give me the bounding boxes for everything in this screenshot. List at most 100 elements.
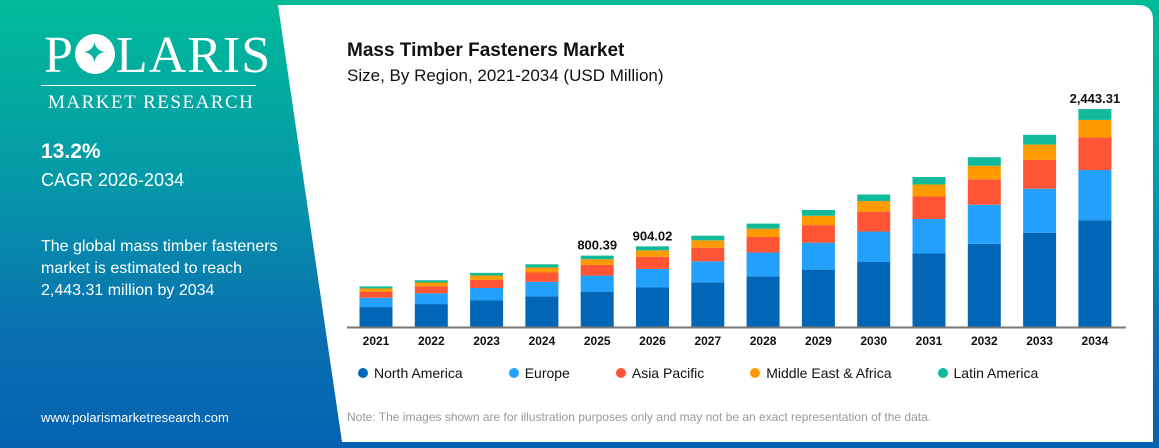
legend-label: Middle East & Africa [766,365,892,381]
bar-segment-north-america-2025 [580,292,614,327]
bar-segment-middle-east-africa-2028 [746,228,780,237]
cagr-value: 13.2% [41,140,101,163]
brand-subtitle: MARKET RESEARCH [48,92,255,113]
x-tick-label: 2031 [916,334,943,348]
bar-segment-europe-2033 [1023,188,1057,233]
bar-segment-middle-east-africa-2021 [359,288,393,292]
bar-segment-europe-2031 [912,218,946,254]
stacked-bar-chart: 2021 2022 2023 2024 2025 800.39 2026 904.02 2027… [347,91,1126,348]
x-tick-label: 2034 [1082,334,1109,348]
x-tick-label: 2023 [473,334,500,348]
bar-segment-middle-east-africa-2034 [1078,119,1112,138]
bar-segment-asia-pacific-2032 [967,179,1001,205]
bar-segment-north-america-2032 [967,243,1001,327]
bar-segment-asia-pacific-2027 [691,247,725,262]
bar-segment-middle-east-africa-2026 [636,250,669,257]
bar-segment-middle-east-africa-2024 [525,267,559,273]
bar-segment-middle-east-africa-2023 [470,275,504,280]
bar-segment-north-america-2022 [414,304,448,327]
market-description: The global mass timber fasteners market … [41,238,278,299]
bar-segment-north-america-2030 [857,262,891,327]
bar-segment-asia-pacific-2029 [801,225,835,243]
x-tick-label: 2021 [363,334,390,348]
brand-logo: P ✦ LARIS [44,27,272,84]
bar-segment-asia-pacific-2034 [1078,137,1112,171]
bar-segment-asia-pacific-2033 [1023,159,1057,189]
cagr-label: CAGR 2026-2034 [41,170,185,190]
bar-segment-europe-2027 [691,261,725,283]
x-tick-label: 2033 [1026,334,1053,348]
legend-dot-icon [615,368,626,378]
legend-dot-icon [750,368,761,378]
bar-segment-middle-east-africa-2031 [912,184,946,197]
bar-segment-latin-america-2033 [1023,134,1057,145]
bar-segment-europe-2023 [470,288,504,301]
bar-segment-middle-east-africa-2033 [1023,144,1057,160]
bar-segment-north-america-2029 [801,269,835,327]
legend-item: North America [358,365,463,381]
bar-segment-latin-america-2021 [359,286,393,289]
legend-item: Europe [508,365,570,381]
bar-segment-asia-pacific-2022 [414,286,448,294]
bar-segment-europe-2029 [801,242,835,270]
bar-segment-middle-east-africa-2027 [691,240,725,248]
bar-segment-latin-america-2026 [636,246,669,251]
bar-segment-north-america-2026 [636,287,669,327]
x-tick-label: 2024 [529,334,556,348]
x-tick-label: 2022 [418,334,445,348]
x-tick-label: 2030 [860,334,887,348]
x-tick-label: 2026 [639,334,666,348]
bar-segment-europe-2026 [636,268,669,288]
bar-segment-north-america-2024 [525,296,559,327]
x-tick-label: 2025 [584,334,611,348]
bar-segment-latin-america-2029 [801,209,835,216]
bar-segment-latin-america-2028 [746,223,780,229]
bar-segment-asia-pacific-2023 [470,279,504,289]
bar-segment-asia-pacific-2028 [746,236,780,253]
legend-label: North America [374,365,463,381]
bar-segment-north-america-2023 [470,300,504,327]
bar-segment-latin-america-2024 [525,264,559,268]
bar-segment-europe-2025 [580,275,614,293]
chart-title: Mass Timber Fasteners Market [347,40,625,61]
bar-segment-latin-america-2022 [414,280,448,283]
website-link[interactable]: www.polarismarketresearch.com [41,410,229,425]
legend-label: Europe [524,365,570,381]
data-label-2025: 800.39 [577,238,617,253]
bar-segment-middle-east-africa-2029 [801,215,835,226]
bar-segment-middle-east-africa-2030 [857,201,891,212]
legend-label: Latin America [953,365,1039,381]
bar-segment-latin-america-2034 [1078,109,1112,120]
bar-segment-asia-pacific-2026 [636,256,669,269]
bar-segment-europe-2032 [967,204,1001,244]
bar-segment-latin-america-2023 [470,272,504,276]
bar-segment-europe-2021 [359,297,393,308]
chart-legend: North America Europe Asia Pacific Middle Ea… [358,365,1038,381]
bar-segment-asia-pacific-2031 [912,196,946,219]
bar-segment-europe-2024 [525,281,559,297]
data-label-2034: 2,443.31 [1070,91,1121,106]
legend-label: Asia Pacific [631,365,705,381]
bar-segment-asia-pacific-2024 [525,272,559,282]
bar-segment-latin-america-2032 [967,157,1001,166]
bar-segment-asia-pacific-2021 [359,291,393,298]
legend-dot-icon [358,368,368,378]
bar-segment-north-america-2033 [1023,232,1057,327]
bar-segment-middle-east-africa-2025 [580,259,614,265]
chart-subtitle: Size, By Region, 2021-2034 (USD Million) [347,66,664,85]
bar-segment-north-america-2027 [691,282,725,327]
bar-segment-europe-2030 [857,231,891,263]
x-tick-label: 2032 [971,334,998,348]
bar-segment-middle-east-africa-2022 [414,282,448,287]
bar-segment-latin-america-2025 [580,255,614,260]
bar-segment-asia-pacific-2025 [580,264,614,276]
x-tick-label: 2029 [805,334,832,348]
bar-segment-latin-america-2030 [857,194,891,202]
bar-segment-europe-2034 [1078,170,1112,221]
bar-segment-asia-pacific-2030 [857,211,891,232]
legend-dot-icon [508,368,519,378]
bar-segment-latin-america-2027 [691,235,725,241]
disclaimer-note: Note: The images shown are for illustrat… [347,410,932,424]
data-label-2026: 904.02 [633,228,673,243]
